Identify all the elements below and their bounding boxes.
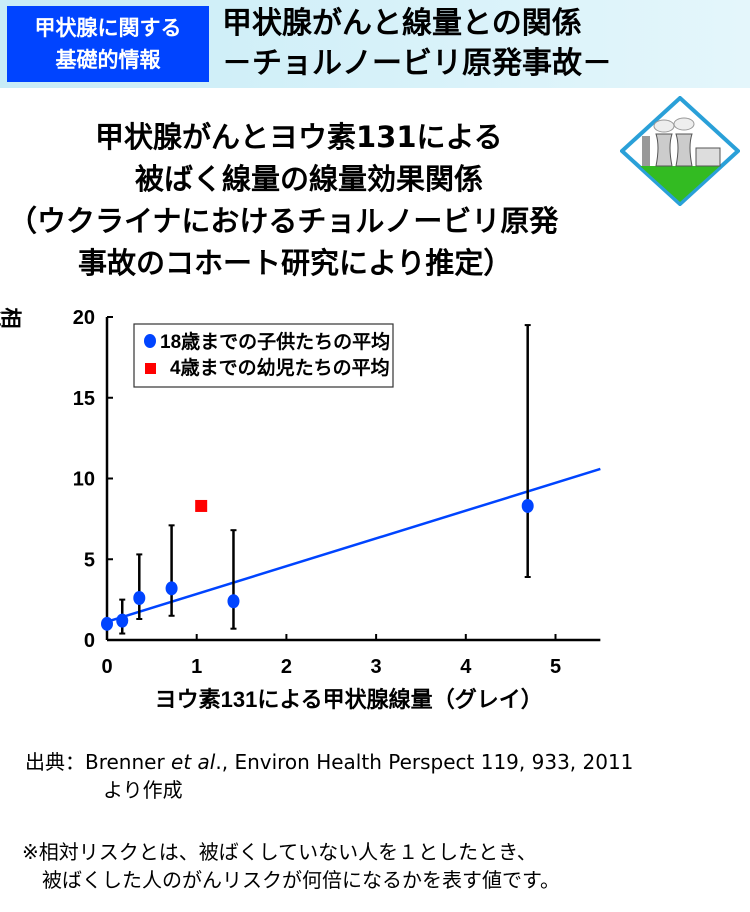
- header-title: 甲状腺がんと線量との関係 －チョルノービリ原発事故－: [222, 4, 612, 84]
- badge-line: 甲状腺に関する: [34, 16, 182, 40]
- source-citation: 出典：Brenner et al., Environ Health Perspe…: [25, 748, 633, 804]
- header-title-line: 甲状腺がんと線量との関係: [222, 6, 582, 41]
- data-point: [521, 498, 534, 513]
- y-tick-label: 5: [84, 549, 95, 571]
- data-point: [101, 616, 113, 631]
- title-line: 被ばく線量の線量効果関係: [135, 162, 484, 196]
- category-badge: 甲状腺に関する 基礎的情報: [7, 6, 209, 82]
- data-point: [116, 613, 129, 628]
- footnote-line: ※相対リスクとは、被ばくしていない人を１としたとき、: [22, 840, 537, 864]
- fit-line: [106, 467, 601, 623]
- chart: 0 1 2 3 4 5 0 5 10 15 20 ヨウ素131による甲状腺線量（グレイ） 相対リスク※（…: [0, 305, 601, 712]
- footnote: ※相対リスクとは、被ばくしていない人を１としたとき、 被ばくした人のがんリスクが…: [22, 838, 560, 894]
- x-tick-label: 5: [550, 656, 561, 678]
- legend-marker-circle: [144, 334, 156, 348]
- x-tick-label: 2: [281, 656, 292, 678]
- data-point: [133, 591, 146, 606]
- y-tick-label: 15: [73, 388, 95, 410]
- source-text: Brenner: [85, 750, 172, 774]
- data-point: [227, 594, 240, 609]
- x-tick-label: 4: [460, 656, 472, 678]
- footnote-line: 被ばくした人のがんリスクが何倍になるかを表す値です。: [42, 868, 560, 892]
- title-line: （ウクライナにおけるチョルノービリ原発: [8, 204, 559, 238]
- y-tick-label: 10: [73, 469, 95, 491]
- title-line: 甲状腺がんとヨウ素131による: [95, 120, 503, 154]
- badge-line: 基礎的情報: [55, 48, 161, 72]
- source-text: ., Environ Health Perspect 119, 933, 201…: [215, 750, 634, 774]
- x-tick-label: 1: [191, 656, 202, 678]
- legend-marker-square: [145, 363, 156, 374]
- y-axis-label: 相対リスク※（95％信頼区間）: [0, 305, 23, 329]
- y-tick-label: 0: [84, 630, 95, 652]
- legend-box: [133, 323, 394, 388]
- chart-title: 甲状腺がんとヨウ素131による 被ばく線量の線量効果関係 （ウクライナにおけるチ…: [0, 116, 750, 284]
- data-point: [195, 499, 208, 512]
- header-title-line: －チョルノービリ原発事故－: [222, 46, 612, 81]
- x-tick-label: 0: [101, 656, 112, 678]
- power-plant-icon: [620, 96, 740, 206]
- data-point: [165, 581, 178, 596]
- header-banner: 甲状腺に関する 基礎的情報 甲状腺がんと線量との関係 －チョルノービリ原発事故－: [0, 0, 750, 88]
- source-label: 出典：: [25, 750, 85, 774]
- x-axis-label: ヨウ素131による甲状腺線量（グレイ）: [155, 687, 543, 712]
- source-line2: より作成: [103, 778, 183, 802]
- legend-label: 4歳までの幼児たちの平均: [170, 356, 390, 379]
- source-italic: et al: [171, 750, 216, 774]
- x-tick-label: 3: [371, 656, 382, 678]
- legend-label: 18歳までの子供たちの平均: [160, 330, 390, 353]
- title-line: 事故のコホート研究により推定）: [78, 246, 513, 280]
- y-tick-label: 20: [73, 307, 95, 329]
